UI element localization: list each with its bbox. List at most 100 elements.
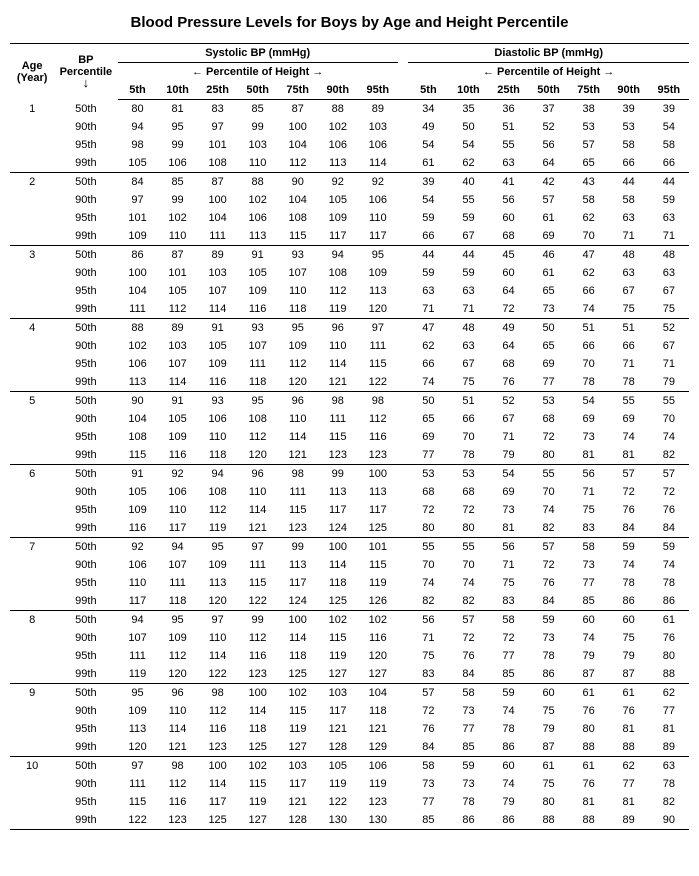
value-cell: 119 (238, 793, 278, 811)
value-cell: 77 (489, 647, 529, 665)
hdr-diastolic: Diastolic BP (mmHg) (408, 44, 689, 63)
value-cell: 102 (318, 611, 358, 630)
value-cell: 119 (358, 775, 398, 793)
value-cell: 55 (408, 538, 448, 557)
value-cell: 76 (569, 702, 609, 720)
value-cell: 73 (489, 501, 529, 519)
value-cell: 98 (358, 392, 398, 411)
table-row: 95th111112114116118119120 75767778797980 (10, 647, 689, 665)
value-cell: 102 (318, 118, 358, 136)
value-cell: 57 (569, 136, 609, 154)
value-cell: 75 (609, 629, 649, 647)
value-cell: 85 (448, 738, 488, 757)
value-cell: 72 (408, 501, 448, 519)
col-header: 90th (609, 81, 649, 100)
value-cell: 84 (448, 665, 488, 684)
col-header: 95th (649, 81, 689, 100)
age-cell (10, 647, 54, 665)
value-cell: 70 (569, 227, 609, 246)
value-cell: 105 (158, 282, 198, 300)
bp-percentile-cell: 99th (54, 592, 117, 611)
value-cell: 53 (408, 465, 448, 484)
value-cell: 85 (238, 100, 278, 119)
table-row: 90th9799100102104105106 54555657585859 (10, 191, 689, 209)
value-cell: 117 (318, 501, 358, 519)
value-cell: 114 (198, 300, 238, 319)
value-cell: 101 (118, 209, 158, 227)
value-cell: 80 (118, 100, 158, 119)
value-cell: 103 (318, 684, 358, 703)
value-cell: 53 (529, 392, 569, 411)
table-row: 99th120121123125127128129 84858687888889 (10, 738, 689, 757)
value-cell: 63 (448, 337, 488, 355)
table-row: 95th108109110112114115116 69707172737474 (10, 428, 689, 446)
value-cell: 76 (649, 501, 689, 519)
value-cell: 109 (158, 629, 198, 647)
value-cell: 114 (238, 501, 278, 519)
value-cell: 64 (489, 282, 529, 300)
hdr-height-perc-sys: ← Percentile of Height → (118, 63, 398, 82)
value-cell: 104 (198, 209, 238, 227)
value-cell: 67 (649, 282, 689, 300)
age-cell (10, 775, 54, 793)
value-cell: 124 (318, 519, 358, 538)
bp-table: Age(Year) BPPercentile ↓ Systolic BP (mm… (10, 43, 689, 830)
value-cell: 54 (569, 392, 609, 411)
table-row: 750th9294959799100101 55555657585959 (10, 538, 689, 557)
value-cell: 74 (609, 556, 649, 574)
value-cell: 119 (278, 720, 318, 738)
bp-percentile-cell: 50th (54, 246, 117, 265)
value-cell: 66 (408, 355, 448, 373)
value-cell: 110 (238, 154, 278, 173)
value-cell: 70 (448, 556, 488, 574)
value-cell: 57 (649, 465, 689, 484)
value-cell: 96 (158, 684, 198, 703)
value-cell: 86 (489, 811, 529, 830)
value-cell: 43 (569, 173, 609, 192)
age-cell (10, 519, 54, 538)
value-cell: 80 (529, 446, 569, 465)
value-cell: 81 (609, 446, 649, 465)
value-cell: 62 (408, 337, 448, 355)
value-cell: 103 (198, 264, 238, 282)
value-cell: 122 (238, 592, 278, 611)
value-cell: 88 (529, 811, 569, 830)
age-cell (10, 665, 54, 684)
value-cell: 95 (278, 319, 318, 338)
age-cell: 7 (10, 538, 54, 557)
value-cell: 98 (158, 757, 198, 776)
value-cell: 54 (408, 191, 448, 209)
value-cell: 78 (489, 720, 529, 738)
value-cell: 63 (649, 757, 689, 776)
hdr-systolic: Systolic BP (mmHg) (118, 44, 398, 63)
value-cell: 94 (318, 246, 358, 265)
bp-percentile-cell: 99th (54, 154, 117, 173)
value-cell: 107 (158, 556, 198, 574)
value-cell: 110 (158, 501, 198, 519)
value-cell: 42 (529, 173, 569, 192)
value-cell: 49 (408, 118, 448, 136)
value-cell: 87 (609, 665, 649, 684)
value-cell: 59 (649, 191, 689, 209)
value-cell: 112 (318, 282, 358, 300)
age-cell: 2 (10, 173, 54, 192)
col-header: 50th (238, 81, 278, 100)
value-cell: 112 (278, 355, 318, 373)
value-cell: 130 (318, 811, 358, 830)
value-cell: 113 (318, 154, 358, 173)
value-cell: 56 (529, 136, 569, 154)
value-cell: 76 (609, 702, 649, 720)
value-cell: 121 (278, 793, 318, 811)
value-cell: 56 (489, 191, 529, 209)
value-cell: 56 (408, 611, 448, 630)
value-cell: 60 (489, 209, 529, 227)
value-cell: 78 (609, 574, 649, 592)
value-cell: 109 (118, 501, 158, 519)
bp-percentile-cell: 90th (54, 483, 117, 501)
value-cell: 50 (408, 392, 448, 411)
value-cell: 88 (318, 100, 358, 119)
value-cell: 107 (278, 264, 318, 282)
age-cell (10, 373, 54, 392)
table-row: 95th110111113115117118119 74747576777878 (10, 574, 689, 592)
value-cell: 51 (489, 118, 529, 136)
